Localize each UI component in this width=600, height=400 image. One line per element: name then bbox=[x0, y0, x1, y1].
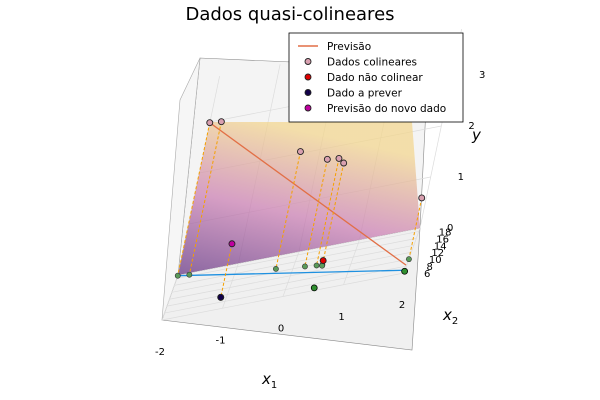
floor-shadow-point bbox=[313, 262, 320, 269]
legend-swatch-3 bbox=[304, 89, 312, 96]
drop-line-0-1 bbox=[188, 121, 222, 275]
z-tick-1: 1 bbox=[458, 172, 464, 183]
legend-swatch-1 bbox=[304, 58, 312, 65]
y-tick-2: 10 bbox=[429, 255, 442, 266]
y-tick-4: 14 bbox=[434, 241, 447, 252]
x-tick-3: 1 bbox=[338, 312, 344, 323]
z-tick-2: 2 bbox=[468, 121, 474, 132]
y-tick-3: 12 bbox=[431, 248, 444, 259]
grid-line-y-0 bbox=[161, 272, 405, 321]
x-tick-1: -1 bbox=[216, 335, 226, 346]
point-3-0 bbox=[228, 240, 236, 248]
point-0-2 bbox=[297, 148, 304, 156]
y-tick-6: 18 bbox=[439, 227, 452, 238]
grid-line-y-6 bbox=[176, 231, 419, 279]
floor-shadow-point bbox=[273, 265, 279, 272]
point-0-4 bbox=[335, 154, 343, 162]
x-tick-0: -2 bbox=[155, 347, 165, 358]
drop-line-0-4 bbox=[316, 158, 340, 266]
chart-title: Dados quasi-colineares bbox=[185, 4, 394, 25]
floor-shadow-point bbox=[186, 271, 193, 278]
regression-surface bbox=[178, 122, 420, 275]
point-2-0 bbox=[217, 293, 225, 301]
grid-line-y-2 bbox=[166, 258, 409, 307]
legend-swatch-4 bbox=[304, 104, 312, 112]
z-tick-labels: 0 1 2 3 bbox=[447, 70, 485, 234]
grid-line-y-1 bbox=[164, 265, 407, 314]
x-axis-label: x1 bbox=[261, 370, 277, 391]
drop-line-0-5 bbox=[321, 162, 345, 266]
y-tick-0: 6 bbox=[424, 269, 430, 280]
drop-line-0-6 bbox=[408, 197, 423, 260]
floor-shadow-point bbox=[302, 263, 308, 270]
grid-line-x-1 bbox=[222, 263, 239, 309]
z-tick-3: 3 bbox=[479, 70, 485, 81]
point-0-6 bbox=[418, 194, 426, 202]
drop-line-0-0 bbox=[177, 122, 211, 276]
floor-shadow-point bbox=[174, 272, 181, 279]
y-tick-5: 16 bbox=[436, 234, 449, 245]
ground-marker-2 bbox=[401, 267, 409, 275]
grid-line-y-4 bbox=[171, 244, 414, 293]
y-axis-label-main: x bbox=[442, 306, 452, 324]
grid-line-y-5 bbox=[174, 238, 417, 286]
x-axis-label-sub: 1 bbox=[271, 380, 277, 391]
data-marks bbox=[174, 118, 426, 301]
point-0-5 bbox=[340, 159, 348, 167]
z-axis-label: y bbox=[471, 126, 482, 144]
legend-swatch-2 bbox=[304, 73, 312, 81]
y-axis-label-sub: 2 bbox=[452, 316, 458, 327]
legend: Previsão Dados colineares Dado não colinea… bbox=[288, 32, 464, 123]
z-tick-0: 0 bbox=[447, 223, 453, 234]
grid-line-x-2 bbox=[282, 251, 300, 297]
prediction-line bbox=[209, 122, 407, 266]
legend-box bbox=[288, 32, 464, 123]
point-0-0 bbox=[206, 119, 214, 127]
drop-line-3-0 bbox=[220, 243, 233, 298]
y-tick-1: 8 bbox=[426, 262, 432, 273]
grid-line-x-3 bbox=[343, 239, 360, 285]
legend-label-0: Previsão bbox=[327, 41, 371, 53]
x-axis-label-main: x bbox=[261, 370, 271, 388]
legend-label-2: Dado não colinear bbox=[327, 72, 423, 84]
grid-line-y-3 bbox=[169, 251, 412, 300]
legend-label-1: Dados colineares bbox=[327, 57, 417, 69]
point-0-1 bbox=[217, 118, 225, 126]
x-tick-2: 0 bbox=[278, 324, 284, 335]
point-1-0 bbox=[319, 257, 327, 265]
point-0-3 bbox=[323, 155, 331, 163]
y-axis-label: x2 bbox=[442, 306, 458, 327]
legend-label-3: Dado a prever bbox=[327, 88, 403, 100]
grid-line-x-4 bbox=[403, 227, 421, 274]
grid-line-x-0 bbox=[161, 274, 179, 321]
ground-marker-1 bbox=[310, 284, 318, 292]
x-tick-4: 2 bbox=[399, 300, 405, 311]
legend-label-4: Previsão do novo dado bbox=[327, 103, 446, 115]
floor-shadow-point bbox=[406, 256, 412, 263]
projection-line bbox=[177, 269, 406, 277]
x-tick-labels: -2 -1 0 1 2 bbox=[155, 300, 405, 358]
drop-line-0-3 bbox=[304, 159, 328, 267]
